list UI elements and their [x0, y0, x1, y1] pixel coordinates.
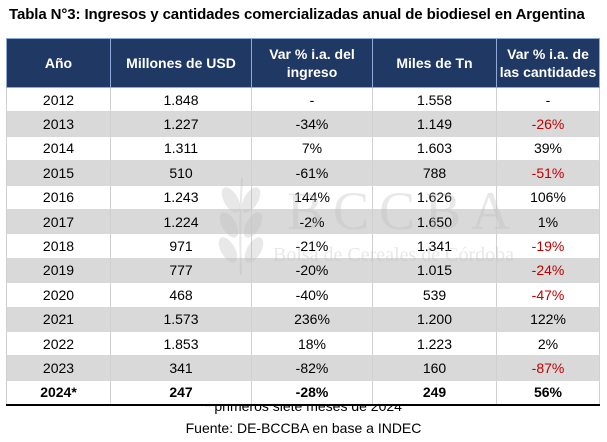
table-row: 2012 1.848-1.558-	[6, 87, 600, 113]
quantity-var-cell: 39%	[496, 136, 600, 162]
quantity-var-cell: 106%	[496, 185, 600, 210]
quantity-var-cell: -51%	[496, 160, 600, 186]
header-usd: Millones de USD	[110, 38, 252, 88]
table-row: 2019 777 -20% 1.015 -24%	[6, 258, 600, 284]
usd-cell: 1.848	[110, 87, 252, 113]
tons-cell: 1.626	[372, 185, 497, 210]
usd-cell: 468	[110, 282, 252, 308]
quantity-var-cell: 1%	[496, 209, 600, 235]
income-var-cell: -20%	[251, 258, 373, 284]
tons-cell: 160	[372, 355, 497, 381]
quantity-var-cell: -26%	[496, 111, 600, 137]
income-var-cell: -2%	[251, 209, 373, 235]
income-var-cell: 236%	[251, 307, 373, 332]
tons-cell: 1.200	[372, 307, 497, 332]
tons-cell: 788	[372, 160, 497, 186]
tons-cell: 1.558	[372, 87, 497, 113]
header-year: Año	[6, 38, 111, 88]
usd-cell: 247	[110, 379, 252, 407]
tons-cell: 1.223	[372, 331, 497, 357]
usd-cell: 1.853	[110, 331, 252, 357]
tons-cell: 1.650	[372, 209, 497, 235]
income-var-cell: -21%	[251, 233, 373, 259]
usd-cell: 971	[110, 233, 252, 259]
income-var-cell: -	[251, 87, 373, 113]
year-cell: 2020	[6, 282, 111, 308]
usd-cell: 1.311	[110, 136, 252, 162]
tons-cell: 539	[372, 282, 497, 308]
year-cell: 2012	[6, 87, 111, 113]
year-cell: 2023	[6, 355, 111, 381]
usd-cell: 1.243	[110, 185, 252, 210]
quantity-var-cell: -24%	[496, 258, 600, 284]
year-cell: 2017	[6, 209, 111, 235]
year-cell: 2016	[6, 185, 111, 210]
header-quantity-var: Var % i.a. de las cantidades	[496, 38, 600, 88]
year-cell: 2014	[6, 136, 111, 162]
biodiesel-table: Año Millones de USD Var % i.a. del ingre…	[6, 38, 600, 407]
year-cell: 2019	[6, 258, 111, 284]
quantity-var-cell: -19%	[496, 233, 600, 259]
year-cell: 2024*	[6, 379, 111, 407]
table-row: 2013 1.227 -34% 1.149 -26%	[6, 111, 600, 137]
tons-cell: 249	[372, 379, 497, 407]
table-row: 2023 341 -82% 160 -87%	[6, 355, 600, 381]
year-cell: 2013	[6, 111, 111, 137]
usd-cell: 341	[110, 355, 252, 381]
table-row: 2015 510 -61% 788 -51%	[6, 160, 600, 186]
income-var-cell: -34%	[251, 111, 373, 137]
table-row: 2014 1.311 7% 1.603 39%	[6, 136, 600, 162]
header-row: Año Millones de USD Var % i.a. del ingre…	[6, 38, 600, 88]
table-title: Tabla N°3: Ingresos y cantidades comerci…	[9, 6, 585, 23]
income-var-cell: -28%	[251, 379, 373, 407]
usd-cell: 1.573	[110, 307, 252, 332]
header-tons: Miles de Tn	[372, 38, 497, 88]
quantity-var-cell: -87%	[496, 355, 600, 381]
quantity-var-cell: -47%	[496, 282, 600, 308]
usd-cell: 1.224	[110, 209, 252, 235]
quantity-var-cell: -	[496, 87, 600, 113]
header-income-var: Var % i.a. del ingreso	[251, 38, 373, 88]
table-row: 2020 468 -40% 539 -47%	[6, 282, 600, 308]
usd-cell: 1.227	[110, 111, 252, 137]
tons-cell: 1.603	[372, 136, 497, 162]
income-var-cell: -61%	[251, 160, 373, 186]
source-note: Fuente: DE-BCCBA en base a INDEC	[185, 420, 422, 436]
usd-cell: 777	[110, 258, 252, 284]
table-row: 2018 971 -21% 1.341 -19%	[6, 233, 600, 259]
table-row: 2017 1.224 -2% 1.650 1%	[6, 209, 600, 235]
table-row: 2016 1.243 144% 1.626 106%	[6, 185, 600, 210]
usd-cell: 510	[110, 160, 252, 186]
income-var-cell: 18%	[251, 331, 373, 357]
income-var-cell: 7%	[251, 136, 373, 162]
year-cell: 2015	[6, 160, 111, 186]
year-cell: 2021	[6, 307, 111, 332]
table-row: 2022 1.853 18% 1.223 2%	[6, 331, 600, 357]
total-row: 2024* 247 -28% 249 56%	[6, 379, 600, 407]
quantity-var-cell: 2%	[496, 331, 600, 357]
tons-cell: 1.341	[372, 233, 497, 259]
table-row: 2021 1.573 236% 1.200 122%	[6, 307, 600, 332]
quantity-var-cell: 56%	[496, 379, 600, 407]
income-var-cell: -82%	[251, 355, 373, 381]
year-cell: 2018	[6, 233, 111, 259]
tons-cell: 1.149	[372, 111, 497, 137]
year-cell: 2022	[6, 331, 111, 357]
income-var-cell: -40%	[251, 282, 373, 308]
tons-cell: 1.015	[372, 258, 497, 284]
income-var-cell: 144%	[251, 185, 373, 210]
quantity-var-cell: 122%	[496, 307, 600, 332]
